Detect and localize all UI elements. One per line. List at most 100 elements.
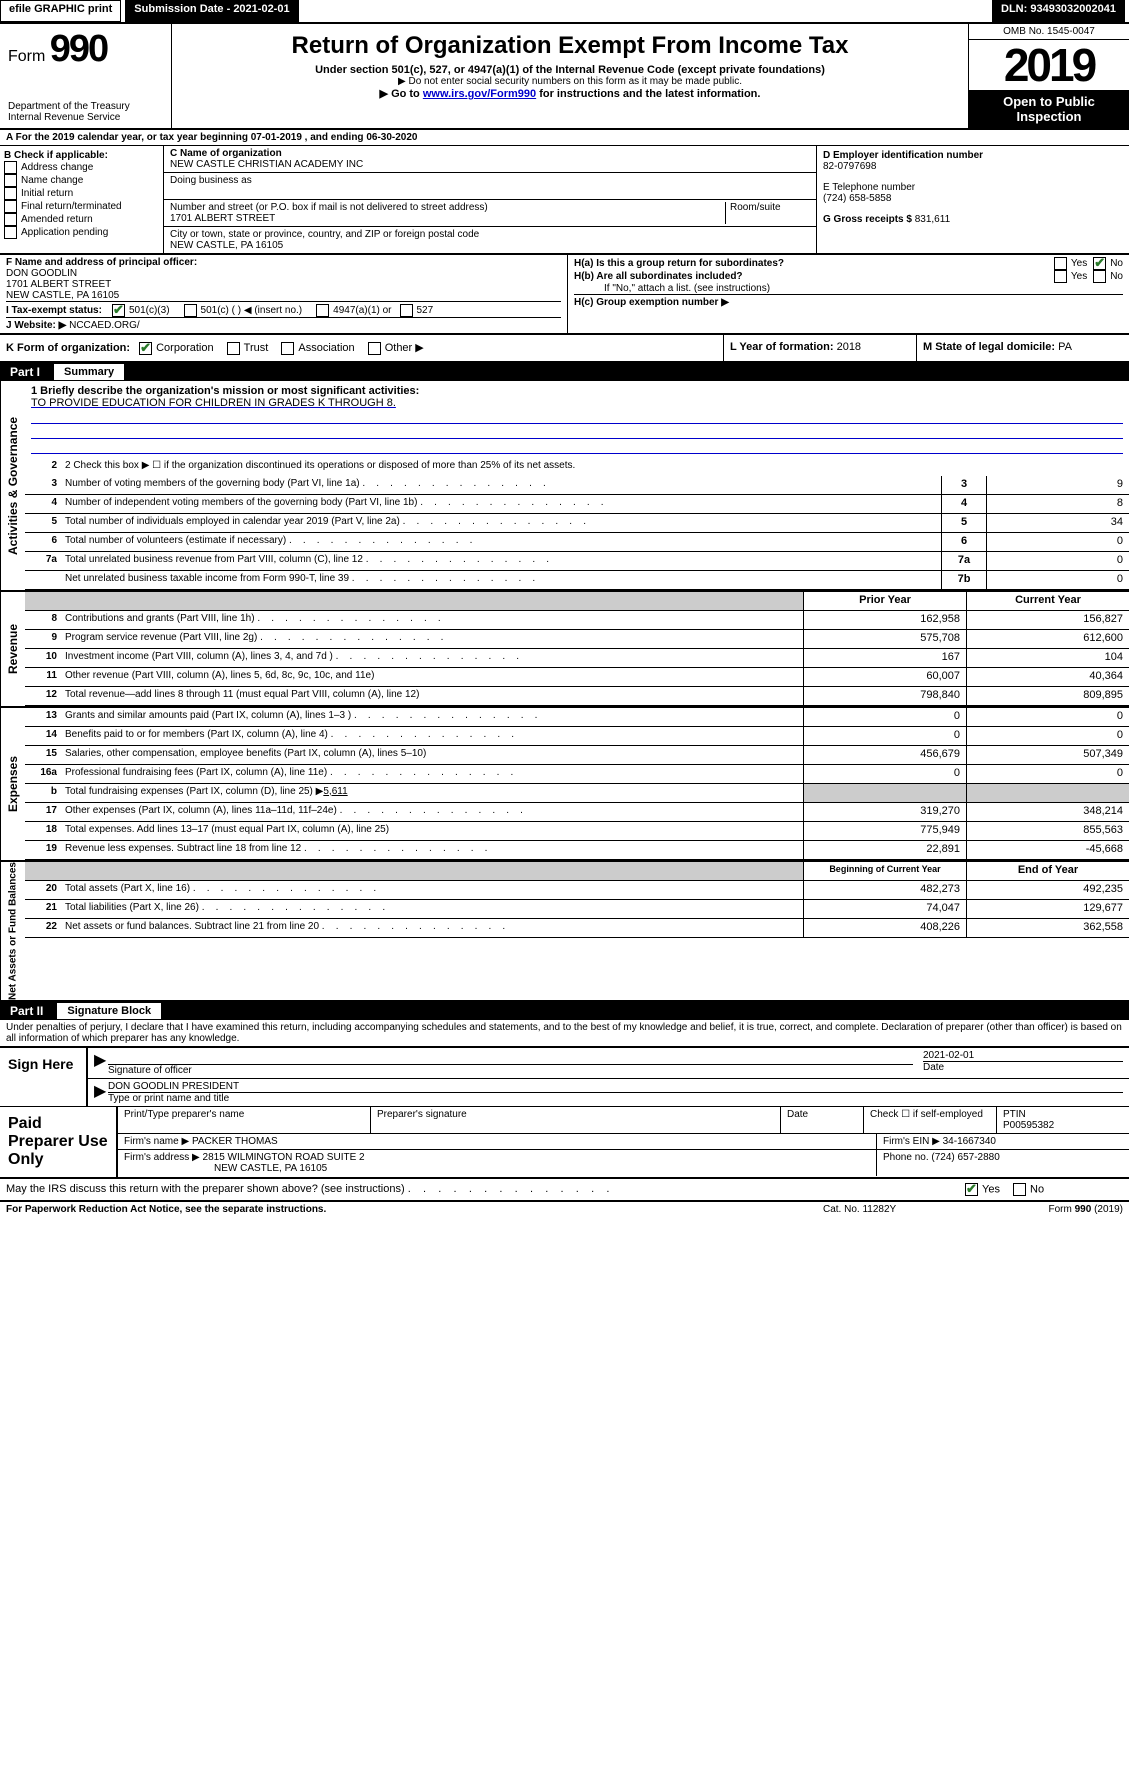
ha-yes-checkbox[interactable] <box>1054 257 1067 270</box>
hb-yes-checkbox[interactable] <box>1054 270 1067 283</box>
cy19: -45,668 <box>966 841 1129 859</box>
val7a: 0 <box>986 552 1129 570</box>
cy13: 0 <box>966 708 1129 726</box>
bcy-hdr: Beginning of Current Year <box>803 862 966 880</box>
ha-no-checkbox[interactable] <box>1093 257 1106 270</box>
addr-change-checkbox[interactable] <box>4 161 17 174</box>
officer-name: DON GOODLIN <box>6 268 561 279</box>
501c-checkbox[interactable] <box>184 304 197 317</box>
side-rev: Revenue <box>0 592 25 706</box>
form-prefix: Form <box>8 48 45 65</box>
sign-date-label: Date <box>923 1062 1123 1073</box>
open-public: Open to Public Inspection <box>969 90 1129 128</box>
part1-label: Part I <box>0 363 50 381</box>
line21: Total liabilities (Part X, line 26) <box>61 900 803 918</box>
line9: Program service revenue (Part VIII, line… <box>61 630 803 648</box>
501c3-label: 501(c)(3) <box>129 305 170 316</box>
cy21: 129,677 <box>966 900 1129 918</box>
corp-checkbox[interactable] <box>139 342 152 355</box>
cy12: 809,895 <box>966 687 1129 705</box>
form-990-number: 990 <box>50 28 107 70</box>
final-return-checkbox[interactable] <box>4 200 17 213</box>
firm-ein: 34-1667340 <box>943 1136 996 1147</box>
irs-link[interactable]: www.irs.gov/Form990 <box>423 88 536 100</box>
dept-treasury: Department of the Treasury <box>8 101 163 112</box>
line5: Total number of individuals employed in … <box>61 514 941 532</box>
tel-value: (724) 658-5858 <box>823 193 1123 204</box>
4947-checkbox[interactable] <box>316 304 329 317</box>
val7b: 0 <box>986 571 1129 589</box>
form-org-label: K Form of organization: <box>6 342 130 354</box>
discuss-yes-checkbox[interactable] <box>965 1183 978 1196</box>
sign-block: Sign Here ▶ Signature of officer 2021-02… <box>0 1046 1129 1107</box>
line16a: Professional fundraising fees (Part IX, … <box>61 765 803 783</box>
ssn-warning: ▶ Do not enter social security numbers o… <box>180 76 960 87</box>
py14: 0 <box>803 727 966 745</box>
efile-label: efile GRAPHIC print <box>0 0 121 22</box>
cy20: 492,235 <box>966 881 1129 899</box>
name-label: Type or print name and title <box>108 1093 1123 1104</box>
sign-here-label: Sign Here <box>0 1048 88 1106</box>
expenses-section: Expenses 13Grants and similar amounts pa… <box>0 708 1129 862</box>
part1-title: Summary <box>54 364 124 380</box>
initial-return-checkbox[interactable] <box>4 187 17 200</box>
4947-label: 4947(a)(1) or <box>333 305 391 316</box>
col-h: H(a) Is this a group return for subordin… <box>568 255 1129 333</box>
initial-return-label: Initial return <box>21 188 73 199</box>
activities-governance: Activities & Governance 1 Briefly descri… <box>0 381 1129 592</box>
prep-sig-label: Preparer's signature <box>371 1107 781 1133</box>
hb-no-checkbox[interactable] <box>1093 270 1106 283</box>
form-subtitle: Under section 501(c), 527, or 4947(a)(1)… <box>180 64 960 76</box>
line7a: Total unrelated business revenue from Pa… <box>61 552 941 570</box>
side-exp: Expenses <box>0 708 25 860</box>
name-change-checkbox[interactable] <box>4 174 17 187</box>
mission-line <box>31 424 1123 439</box>
ha-no: No <box>1110 258 1123 269</box>
line10: Investment income (Part VIII, column (A)… <box>61 649 803 667</box>
col-c: C Name of organization NEW CASTLE CHRIST… <box>164 146 817 253</box>
527-label: 527 <box>417 305 434 316</box>
officer-name-title: DON GOODLIN PRESIDENT <box>108 1081 1123 1093</box>
mission-line <box>31 439 1123 454</box>
officer-addr1: 1701 ALBERT STREET <box>6 279 561 290</box>
pra-notice: For Paperwork Reduction Act Notice, see … <box>6 1204 823 1215</box>
prep-name-label: Print/Type preparer's name <box>118 1107 371 1133</box>
side-ag: Activities & Governance <box>0 381 25 590</box>
city-value: NEW CASTLE, PA 16105 <box>170 240 283 251</box>
527-checkbox[interactable] <box>400 304 413 317</box>
pending-checkbox[interactable] <box>4 226 17 239</box>
form-footer: Form 990 (2019) <box>973 1204 1123 1215</box>
discuss-no-checkbox[interactable] <box>1013 1183 1026 1196</box>
line12: Total revenue—add lines 8 through 11 (mu… <box>61 687 803 705</box>
py17: 319,270 <box>803 803 966 821</box>
section-fh: F Name and address of principal officer:… <box>0 255 1129 335</box>
firm-name: PACKER THOMAS <box>192 1136 278 1147</box>
efile-topbar: efile GRAPHIC print Submission Date - 20… <box>0 0 1129 24</box>
gross-receipts: G Gross receipts $ 831,611 <box>823 214 1123 225</box>
yof-label: L Year of formation: <box>730 341 834 353</box>
eoy-hdr: End of Year <box>966 862 1129 880</box>
assoc-checkbox[interactable] <box>281 342 294 355</box>
ha-label: H(a) Is this a group return for subordin… <box>574 258 1054 269</box>
form-num-footer: 990 <box>1075 1204 1092 1215</box>
form-990-page: efile GRAPHIC print Submission Date - 20… <box>0 0 1129 1217</box>
501c3-checkbox[interactable] <box>112 304 125 317</box>
cy14: 0 <box>966 727 1129 745</box>
form-title: Return of Organization Exempt From Incom… <box>180 32 960 60</box>
py10: 167 <box>803 649 966 667</box>
val3: 9 <box>986 476 1129 494</box>
other-checkbox[interactable] <box>368 342 381 355</box>
cy9: 612,600 <box>966 630 1129 648</box>
amended-checkbox[interactable] <box>4 213 17 226</box>
trust-checkbox[interactable] <box>227 342 240 355</box>
discuss-row: May the IRS discuss this return with the… <box>0 1179 1129 1201</box>
part2-header: Part II Signature Block <box>0 1002 1129 1020</box>
preparer-label: Paid Preparer Use Only <box>0 1107 118 1177</box>
section-bcde: B Check if applicable: Address change Na… <box>0 146 1129 255</box>
perjury-text: Under penalties of perjury, I declare th… <box>0 1020 1129 1046</box>
goto-line: ▶ Go to www.irs.gov/Form990 for instruct… <box>180 87 960 100</box>
cy10: 104 <box>966 649 1129 667</box>
hb-no: No <box>1110 271 1123 282</box>
501c-label: 501(c) ( ) ◀ (insert no.) <box>201 305 303 316</box>
revenue-section: Revenue Prior YearCurrent Year 8Contribu… <box>0 592 1129 708</box>
